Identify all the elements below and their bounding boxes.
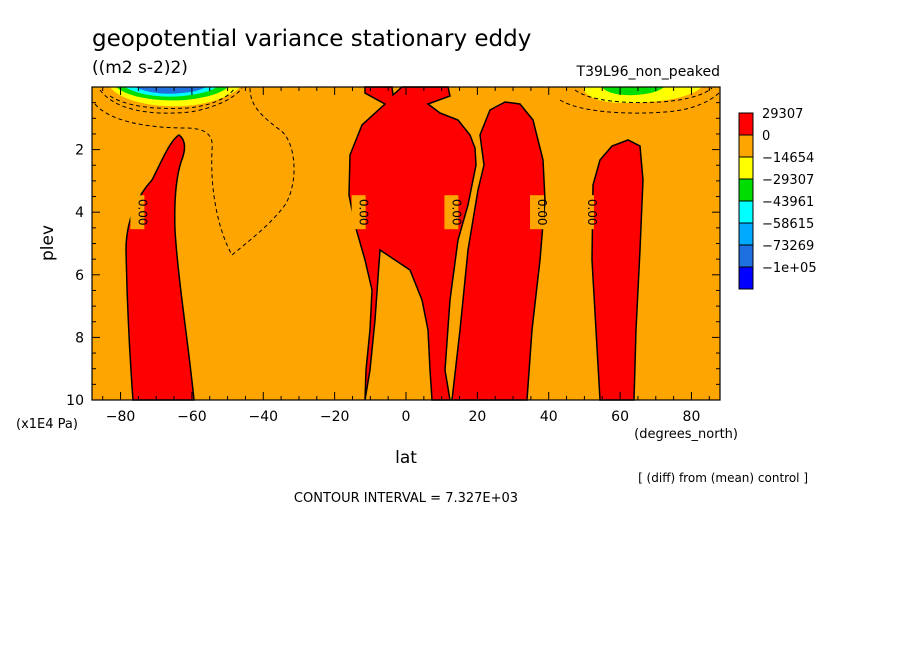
- colorbar-swatch: [738, 244, 754, 268]
- colorbar-label: −43961: [762, 195, 814, 210]
- plot-area: [91, 86, 721, 401]
- neg-contour-right-2: [574, 87, 713, 104]
- x-tick-label: −40: [248, 409, 278, 425]
- neg-region-green-right: [602, 87, 664, 96]
- colorbar-swatch: [738, 112, 754, 136]
- colorbar-label: −1e+05: [762, 261, 817, 276]
- contour-label-bg: [351, 195, 366, 230]
- x-tick-label: −60: [177, 409, 207, 425]
- y-axis: 2 4 6 8 10: [66, 102, 720, 409]
- chart-units: ((m2 s-2)2): [92, 58, 188, 78]
- x-tick-label: 60: [611, 409, 629, 425]
- y-tick-label: 4: [75, 205, 84, 221]
- x-tick-label: 20: [468, 409, 486, 425]
- x-tick-label: 80: [683, 409, 701, 425]
- x-axis-label: lat: [395, 448, 417, 468]
- pos-region-60s: [591, 139, 644, 401]
- y-axis-units: (x1E4 Pa): [16, 417, 78, 432]
- chart-title: geopotential variance stationary eddy: [92, 26, 531, 52]
- diff-note: [ (diff) from (mean) control ]: [638, 471, 808, 485]
- colorbar-label: −73269: [762, 239, 814, 254]
- run-label: T39L96_non_peaked: [576, 64, 720, 80]
- contour-label: 0.00: [585, 199, 599, 226]
- x-tick-label: 0: [402, 409, 411, 425]
- x-axis-units: (degrees_north): [634, 427, 738, 442]
- colorbar-swatch: [738, 266, 754, 290]
- colorbar-label: −14654: [762, 151, 814, 166]
- colorbar-swatch: [738, 134, 754, 158]
- contour-label-bg: [444, 195, 459, 230]
- colorbar-swatch: [738, 222, 754, 246]
- colorbar-label: 0: [762, 129, 770, 144]
- y-tick-label: 10: [66, 393, 84, 409]
- y-tick-label: 8: [75, 330, 84, 346]
- pos-region-20-40: [451, 101, 546, 401]
- colorbar-swatch: [738, 200, 754, 224]
- y-tick-label: 2: [75, 143, 84, 159]
- contour-label-bg: [579, 195, 594, 230]
- colorbar: 29307 0 −14654 −29307 −43961 −58615 −73269 −1e+…: [738, 107, 817, 290]
- colorbar-label: −58615: [762, 217, 814, 232]
- contour-label: 0.00: [449, 199, 463, 226]
- colorbar-label: −29307: [762, 173, 814, 188]
- contour-label: 0.00: [357, 199, 371, 226]
- neg-contour-right-1: [559, 91, 721, 114]
- contour-label-layer: 0.00 0.00 0.00 0.00 0.00: [130, 195, 599, 230]
- contour-label-bg: [530, 195, 545, 230]
- x-tick-label: 40: [540, 409, 558, 425]
- contour-label-bg: [130, 195, 145, 230]
- neg-region-blue-left: [135, 87, 206, 94]
- neg-contour-left-inner: [109, 88, 235, 109]
- colorbar-swatch: [738, 156, 754, 180]
- colorbar-swatch: [738, 178, 754, 202]
- y-axis-label: plev: [38, 225, 58, 261]
- contour-label: 0.00: [535, 199, 549, 226]
- x-tick-label: −20: [320, 409, 350, 425]
- x-axis: −80 −60 −40 −20 0 20 40 60 80: [102, 87, 710, 425]
- y-tick-label: 6: [75, 268, 84, 284]
- x-tick-label: −80: [106, 409, 136, 425]
- colorbar-label: 29307: [762, 107, 803, 122]
- contour-label: 0.00: [135, 199, 149, 226]
- contour-interval: CONTOUR INTERVAL = 7.327E+03: [294, 491, 518, 506]
